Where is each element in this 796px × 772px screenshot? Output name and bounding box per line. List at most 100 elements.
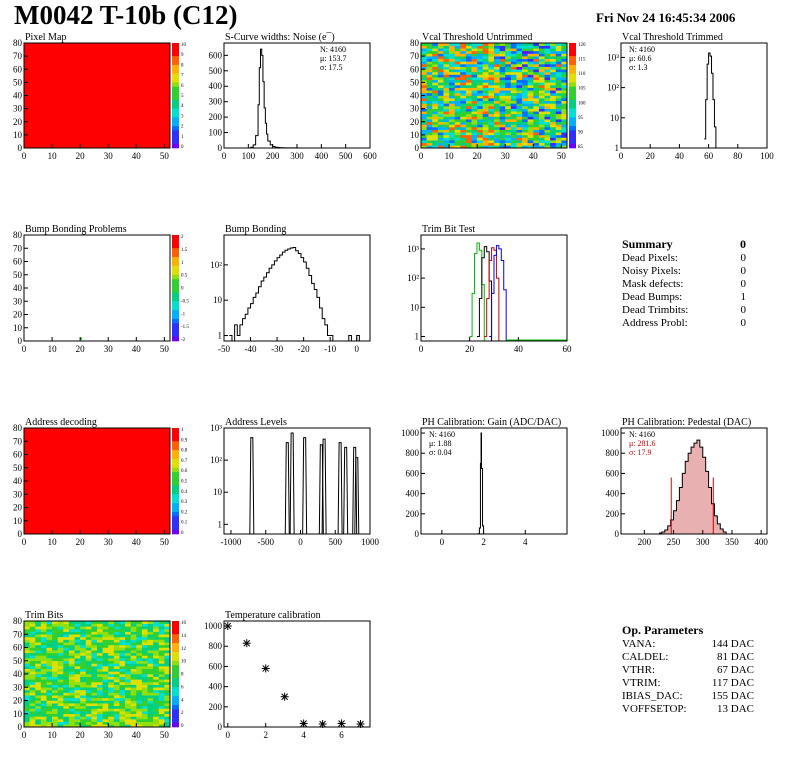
heatmap-cell — [130, 708, 137, 712]
heatmap-cell — [449, 45, 455, 49]
heatmap-cell — [522, 92, 528, 96]
heatmap-cell — [443, 64, 450, 67]
heatmap-cell — [465, 145, 472, 149]
heatmap-cell — [522, 100, 528, 104]
heatmap-cell — [544, 85, 551, 88]
heatmap-cell — [482, 124, 489, 128]
y-tick-label: 30 — [13, 682, 23, 692]
heatmap-cell — [533, 90, 540, 94]
heatmap-cell — [108, 689, 115, 693]
heatmap-cell — [80, 724, 87, 728]
heatmap-cell — [544, 74, 551, 78]
heatmap-cell — [454, 53, 461, 57]
heatmap-cell — [505, 100, 512, 104]
heatmap-cell — [477, 111, 484, 115]
heatmap-cell — [544, 129, 551, 133]
palette-cell — [172, 485, 179, 491]
heatmap-cell — [454, 119, 461, 123]
heatmap-cell — [516, 48, 523, 52]
heatmap-cell — [85, 721, 92, 725]
heatmap-cell — [533, 103, 540, 107]
heatmap-cell — [80, 639, 87, 643]
heatmap-cell — [465, 69, 472, 73]
heatmap-cell — [482, 134, 489, 138]
heatmap-cell — [437, 142, 444, 146]
data-point — [242, 639, 251, 648]
y-tick-label: 600 — [209, 661, 223, 671]
heatmap-cell — [544, 64, 551, 67]
palette-cell — [172, 82, 179, 88]
heatmap-cell — [125, 668, 131, 672]
heatmap-cell — [24, 719, 30, 722]
heatmap-cell — [477, 142, 484, 146]
x-tick-label: 20 — [465, 344, 475, 354]
heatmap-cell — [125, 644, 131, 648]
y-tick-label: 50 — [13, 77, 23, 87]
heatmap-cell — [130, 647, 137, 651]
heatmap-cell — [550, 119, 557, 123]
heatmap-cell — [454, 129, 461, 133]
heatmap-cell — [561, 82, 568, 86]
heatmap-cell — [136, 713, 143, 717]
heatmap-cell — [108, 708, 115, 712]
heatmap-cell — [432, 71, 439, 75]
heatmap-cell — [421, 64, 427, 67]
heatmap-cell — [505, 98, 512, 102]
x-tick-label: 20 — [76, 730, 86, 740]
y-tick-label: 0 — [18, 336, 23, 346]
heatmap-cell — [164, 639, 171, 643]
heatmap-cell — [505, 113, 512, 117]
heatmap-cell — [421, 79, 427, 83]
heatmap-cell — [46, 697, 53, 701]
heatmap-cell — [46, 687, 53, 691]
heatmap-cell — [119, 628, 126, 632]
heatmap-cell — [74, 679, 81, 683]
heatmap-cell — [482, 113, 489, 117]
heatmap-cell — [29, 700, 36, 704]
palette-cell — [172, 43, 179, 48]
heatmap-cell — [555, 66, 562, 70]
heatmap-cell — [153, 705, 160, 709]
heatmap-cell — [538, 119, 545, 123]
heatmap-cell — [499, 71, 506, 75]
heatmap-cell — [158, 628, 165, 632]
heatmap-cell — [471, 82, 478, 86]
heatmap-cell — [102, 642, 109, 646]
heatmap-cell — [46, 671, 53, 675]
heatmap-cell — [555, 50, 562, 54]
heatmap-cell — [494, 56, 500, 60]
heatmap-cell — [437, 95, 444, 99]
heatmap-cell — [35, 703, 42, 707]
heatmap-cell — [505, 116, 512, 120]
heatmap-cell — [74, 724, 81, 728]
heatmap-cell — [46, 650, 53, 654]
heatmap-cell — [538, 90, 545, 94]
heatmap-cell — [136, 623, 143, 627]
heatmap-cell — [130, 697, 137, 701]
heatmap-cell — [46, 623, 53, 627]
heatmap-cell — [29, 626, 36, 630]
heatmap-cell — [432, 61, 439, 65]
heatmap-cell — [544, 140, 551, 144]
heatmap-cell — [29, 628, 36, 632]
heatmap-cell — [158, 679, 165, 683]
heatmap-cell — [158, 621, 165, 624]
heatmap-cell — [91, 650, 98, 654]
heatmap-cell — [80, 695, 87, 699]
heatmap-cell — [119, 658, 126, 662]
heatmap-cell — [516, 121, 523, 125]
heatmap-cell — [63, 697, 70, 701]
palette-cell — [569, 82, 576, 88]
heatmap-cell — [102, 628, 109, 632]
heatmap-cell — [522, 124, 528, 128]
palette-tick-label: 120 — [578, 43, 586, 48]
heatmap-cell — [130, 628, 137, 632]
heatmap-cell — [113, 697, 120, 701]
heatmap-cell — [119, 684, 126, 688]
heatmap-cell — [426, 85, 433, 88]
heatmap-cell — [130, 652, 137, 656]
heatmap-cell — [561, 129, 568, 133]
heatmap-cell — [510, 64, 517, 67]
heatmap-cell — [113, 621, 120, 624]
heatmap-cell — [499, 132, 506, 136]
